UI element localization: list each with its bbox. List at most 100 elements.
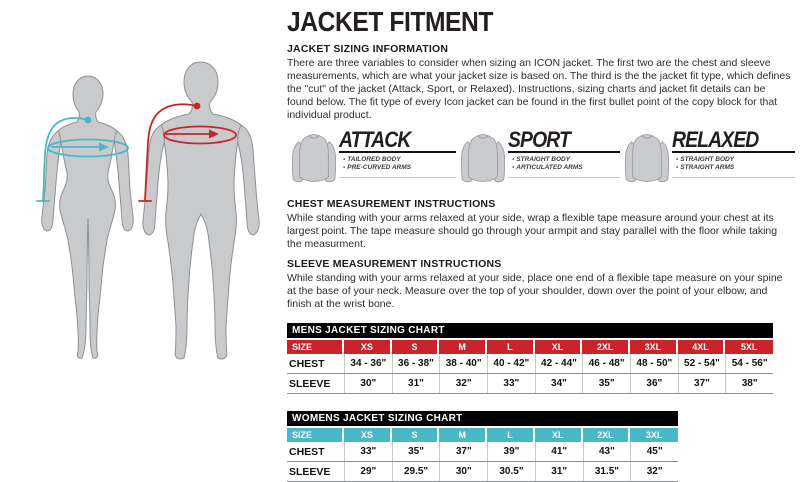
fit-relaxed: RELAXED • STRAIGHT BODY • STRAIGHT ARMS — [620, 129, 795, 191]
fit-attack: ATTACK • TAILORED BODY • PRE-CURVED ARMS — [287, 129, 456, 191]
womens-chart-title: WOMENS JACKET SIZING CHART — [287, 411, 678, 426]
womens-sizing-chart: WOMENS JACKET SIZING CHART SIZE XS S M L… — [287, 411, 795, 482]
fit-bullet: • STRAIGHT ARMS — [676, 164, 735, 171]
page-title: JACKET FITMENT — [287, 6, 494, 37]
header-cell: XL — [534, 340, 583, 354]
table-cell: 31" — [534, 462, 583, 481]
mens-chart-header-row: SIZE XS S M L XL 2XL 3XL 4XL 5XL — [287, 340, 773, 354]
row-label: SLEEVE — [289, 378, 331, 390]
header-cell: 5XL — [725, 340, 773, 354]
table-cell: 35" — [391, 442, 440, 461]
header-cell: S — [391, 340, 440, 354]
female-measure-arrows-icon — [36, 117, 129, 202]
mens-sizing-chart: MENS JACKET SIZING CHART SIZE XS S M L X… — [287, 323, 795, 394]
mens-sleeve-row: SLEEVE 30" 31" 32" 33" 34" 35" 36" 37" 3… — [287, 374, 773, 394]
header-cell: 3XL — [630, 428, 678, 442]
fit-sport-name: SPORT — [508, 127, 571, 152]
row-label: SLEEVE — [289, 466, 331, 478]
table-cell: 36 - 38" — [391, 354, 440, 373]
jacket-fitment-page: JACKET FITMENT JACKET SIZING INFORMATION… — [0, 6, 795, 482]
chest-instructions-body: While standing with your arms relaxed at… — [287, 212, 778, 250]
male-measure-arrows-icon — [138, 103, 237, 202]
fit-attack-bullets: • TAILORED BODY • PRE-CURVED ARMS — [343, 156, 456, 172]
divider — [672, 177, 795, 178]
table-cell: 35" — [582, 374, 630, 393]
chest-instructions-heading: CHEST MEASUREMENT INSTRUCTIONS — [287, 198, 496, 210]
silhouettes-graphic — [36, 61, 260, 360]
table-cell: 45" — [630, 442, 678, 461]
jacket-icon — [291, 134, 337, 183]
fit-types-band: ATTACK • TAILORED BODY • PRE-CURVED ARMS — [287, 129, 795, 191]
mens-chart-title: MENS JACKET SIZING CHART — [287, 323, 773, 338]
fit-sport-bullets: • STRAIGHT BODY • ARTICULATED ARMS — [512, 156, 620, 172]
sleeve-instructions-body: While standing with your arms relaxed at… — [287, 272, 783, 310]
table-cell: 31" — [391, 374, 440, 393]
header-cell: M — [439, 428, 488, 442]
table-cell: 30" — [344, 374, 392, 393]
female-arrow-markers — [84, 116, 109, 152]
sizing-info-heading: JACKET SIZING INFORMATION — [287, 43, 449, 55]
womens-chart-header-row: SIZE XS S M L XL 2XL 3XL — [287, 428, 678, 442]
header-cell: 2XL — [582, 340, 630, 354]
fit-bullet: • STRAIGHT BODY — [512, 156, 571, 163]
table-cell: 38" — [725, 374, 773, 393]
bullet-icon: • — [676, 164, 679, 171]
table-cell: 37" — [439, 442, 487, 461]
header-cell: M — [439, 340, 487, 354]
fit-attack-name: ATTACK — [339, 127, 411, 152]
jacket-icon — [460, 134, 506, 183]
table-cell: 54 - 56" — [725, 354, 773, 373]
table-cell: 43" — [582, 442, 631, 461]
fit-bullet: • STRAIGHT BODY — [676, 156, 735, 163]
table-cell: 46 - 48" — [582, 354, 630, 373]
table-cell: 34 - 36" — [344, 354, 392, 373]
table-cell: 30.5" — [487, 462, 535, 481]
table-cell: 40 - 42" — [487, 354, 535, 373]
fit-bullet: • TAILORED BODY — [343, 156, 401, 163]
row-label: CHEST — [289, 358, 325, 370]
fit-sport: SPORT • STRAIGHT BODY • ARTICULATED ARMS — [456, 129, 620, 191]
fit-bullet: • PRE-CURVED ARMS — [343, 164, 411, 171]
table-cell: 34" — [534, 374, 583, 393]
jacket-icon — [624, 134, 670, 183]
table-cell: 39" — [487, 442, 535, 461]
table-cell: 41" — [534, 442, 583, 461]
header-cell: SIZE — [287, 428, 344, 442]
divider — [508, 151, 620, 153]
divider — [339, 177, 456, 178]
measurement-figure — [0, 36, 285, 466]
header-cell: 2XL — [582, 428, 631, 442]
header-cell: L — [487, 340, 535, 354]
table-cell: 42 - 44" — [534, 354, 583, 373]
table-cell: 48 - 50" — [630, 354, 678, 373]
table-cell: 33" — [487, 374, 535, 393]
male-silhouette-icon — [142, 61, 260, 360]
bullet-icon: • — [512, 156, 515, 163]
fit-relaxed-bullets: • STRAIGHT BODY • STRAIGHT ARMS — [676, 156, 795, 172]
table-cell: 32" — [630, 462, 678, 481]
header-cell: XL — [534, 428, 583, 442]
table-cell: 52 - 54" — [677, 354, 726, 373]
bullet-icon: • — [343, 164, 346, 171]
table-cell: 29.5" — [391, 462, 440, 481]
row-label: CHEST — [289, 446, 325, 458]
header-cell: 3XL — [630, 340, 678, 354]
table-cell: 32" — [439, 374, 487, 393]
mens-chest-row: CHEST 34 - 36" 36 - 38" 38 - 40" 40 - 42… — [287, 354, 773, 374]
header-cell: L — [487, 428, 535, 442]
sizing-info-body: There are three variables to consider wh… — [287, 57, 791, 121]
male-arrow-markers — [193, 102, 219, 139]
table-cell: 33" — [344, 442, 392, 461]
fit-bullet: • ARTICULATED ARMS — [512, 164, 583, 171]
table-cell: 30" — [439, 462, 487, 481]
header-cell: S — [391, 428, 440, 442]
divider — [339, 151, 456, 153]
fit-relaxed-name: RELAXED — [672, 127, 759, 152]
table-cell: 29" — [344, 462, 392, 481]
divider — [672, 151, 795, 153]
sleeve-instructions-heading: SLEEVE MEASUREMENT INSTRUCTIONS — [287, 258, 502, 270]
table-cell: 36" — [630, 374, 678, 393]
bullet-icon: • — [512, 164, 515, 171]
header-cell: XS — [344, 428, 392, 442]
table-cell: 37" — [677, 374, 726, 393]
